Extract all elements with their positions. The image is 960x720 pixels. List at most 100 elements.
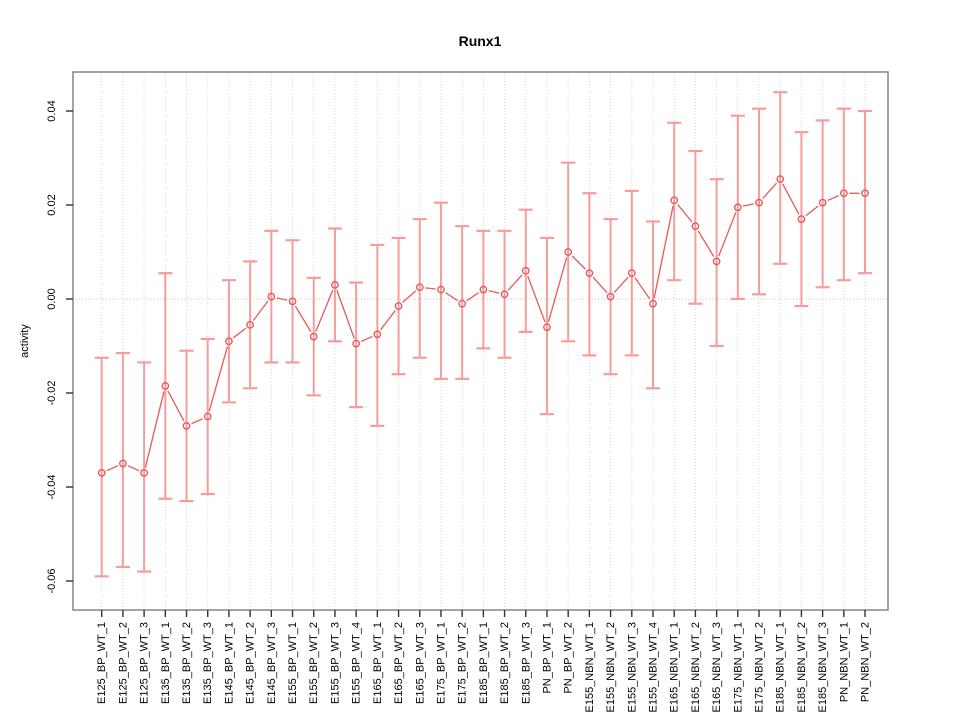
x-tick-label: E155_BP_WT_1 [287,622,299,704]
error-bar [221,279,236,404]
x-tick-label-group: E135_BP_WT_3 [202,622,214,704]
connector-segment [425,287,436,290]
connector-segment [315,289,334,332]
x-tick-label-group: E125_BP_WT_2 [117,622,129,704]
data-point-marker [246,320,255,329]
x-tick-label: E165_NBN_WT_2 [690,622,702,713]
connector-segment [360,335,373,343]
connector-segment [208,346,229,412]
data-point-marker [733,203,742,212]
data-point-marker [564,248,573,256]
connector-segment [827,194,840,202]
data-point-marker [479,285,488,294]
x-tick-label-group: E145_BP_WT_3 [266,622,278,704]
error-bar [730,114,745,301]
x-tick-label: E145_BP_WT_3 [266,622,278,704]
x-tick-label-group: E185_NBN_WT_1 [775,622,787,713]
error-bar [518,208,533,333]
x-tick-label-group: E165_BP_WT_2 [393,622,405,704]
error-bar [603,218,618,376]
connector-segment [634,277,651,300]
x-tick-label-group: E185_BP_WT_2 [499,622,511,704]
error-bar [158,272,173,500]
data-point-marker [627,269,636,278]
y-tick-label: 0.02 [46,194,58,215]
error-bar [497,229,512,359]
x-tick-label-group: E175_BP_WT_2 [457,622,469,704]
data-point-marker [521,266,530,275]
error-bar [773,91,788,265]
error-bar [412,218,427,359]
error-bar [264,229,279,364]
connector-segment [805,205,819,217]
error-bar [476,229,491,350]
x-tick-label: E135_BP_WT_3 [202,622,214,704]
error-bar [688,149,703,305]
x-tick-label-group: E155_BP_WT_4 [351,622,363,704]
y-tick-label-group: -0.06 [46,568,58,593]
x-tick-label-group: PN_BP_WT_2 [563,622,575,694]
x-tick-label: E155_BP_WT_2 [308,622,320,704]
x-tick-label: E175_NBN_WT_2 [754,622,766,713]
x-tick-label-group: E155_BP_WT_2 [308,622,320,704]
x-tick-label-group: E155_NBN_WT_1 [584,622,596,713]
data-point-marker [140,468,149,477]
connector-segment [466,292,480,302]
connector-segment [191,418,203,425]
x-tick-label: E165_BP_WT_2 [393,622,405,704]
data-point-marker [394,302,403,310]
error-bar [285,239,300,364]
connector-segment [613,276,629,294]
data-point-marker [182,421,191,430]
error-bar [137,361,152,573]
connector-segment [488,290,500,294]
data-point-marker [543,323,551,332]
connector-segment [527,275,546,323]
data-point-marker [585,269,594,278]
x-tick-label: E155_NBN_WT_4 [647,622,659,713]
x-tick-label-group: E155_BP_WT_1 [287,622,299,704]
x-tick-label: E125_BP_WT_3 [139,622,151,704]
x-tick-label: PN_NBN_WT_2 [860,622,872,702]
connector-segment [127,465,140,472]
x-tick-label: PN_NBN_WT_1 [838,622,850,702]
connector-segment [653,205,674,299]
connector-segment [276,297,288,301]
error-bar [752,107,767,296]
error-bar [858,109,873,275]
error-bar [709,178,724,348]
x-tick-label: E185_BP_WT_1 [478,622,490,704]
x-tick-label-group: E175_NBN_WT_2 [754,622,766,713]
x-tick-label: E145_BP_WT_2 [245,622,257,704]
connector-segment [507,274,523,291]
error-bar [306,276,321,397]
connector-segment [294,305,312,333]
x-tick-label: E165_BP_WT_1 [372,622,384,704]
series-layer [94,91,873,578]
data-point-marker [712,257,721,266]
x-tick-label-group: E125_BP_WT_3 [139,622,151,704]
x-tick-label-group: E165_NBN_WT_3 [711,622,723,713]
connector-segment [592,276,608,294]
x-tick-label-group: E145_BP_WT_2 [245,622,257,704]
connector-segment [144,391,165,468]
x-tick-label: E125_BP_WT_1 [96,622,108,704]
data-point-marker [500,290,509,299]
x-tick-label: E135_BP_WT_2 [181,622,193,704]
x-tick-label: E165_NBN_WT_3 [711,622,723,713]
data-point-marker [288,297,297,306]
x-tick-label: E175_NBN_WT_1 [732,622,744,713]
connector-segment [167,390,185,422]
x-tick-label: E185_NBN_WT_3 [817,622,829,713]
x-tick-label: PN_BP_WT_1 [541,622,553,694]
error-bar [815,119,830,289]
connector-segment [547,257,568,323]
x-tick-label-group: E145_BP_WT_1 [223,622,235,704]
x-tick-label: E155_NBN_WT_2 [605,622,617,713]
connector-segment [336,289,355,339]
error-bar [667,121,682,282]
data-point-marker [331,280,339,289]
data-point-marker [839,189,848,198]
